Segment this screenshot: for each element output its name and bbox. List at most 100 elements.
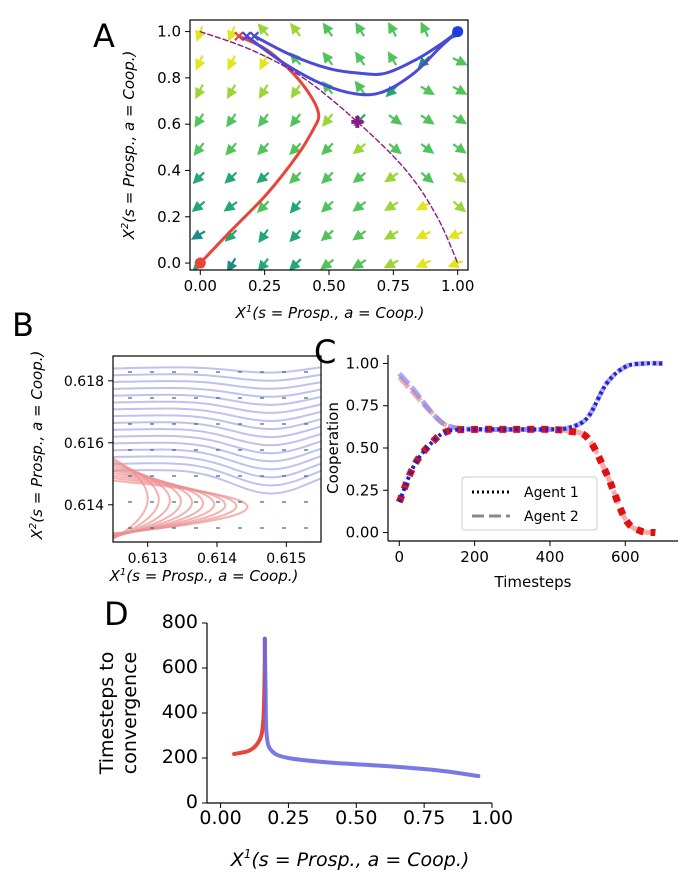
vector-arrow [452, 171, 467, 183]
vector-arrow [191, 200, 206, 213]
vector-arrow [257, 23, 270, 37]
panel-c: 0 200 400 600 0.00 0.25 0.50 0.75 1.00 Timestep… [324, 354, 678, 591]
vector-arrow [290, 22, 302, 37]
trajectory-red-trajectory [198, 34, 321, 265]
y-tick-label: 200 [162, 746, 198, 768]
vector-arrow [195, 84, 206, 100]
vector-arrow [322, 22, 334, 37]
panel-d-y-label-line2: convergence [119, 652, 141, 774]
x-tick-label: 0.00 [199, 807, 241, 829]
vector-arrow [321, 142, 334, 156]
blue-trajectory [113, 421, 321, 439]
panel-a-fixed-points [194, 26, 464, 269]
vector-arrow [227, 55, 238, 71]
panel-label-a: A [93, 17, 115, 55]
panel-label-b: B [12, 306, 34, 344]
vector-arrow [420, 113, 435, 125]
vector-arrow [224, 171, 238, 184]
x-tick-label: 0.50 [312, 277, 345, 295]
x-tick-label: 200 [460, 548, 489, 566]
x-tick-label: 0.75 [403, 807, 445, 829]
y-tick-label: 0.00 [346, 524, 379, 542]
start-marker [234, 31, 244, 41]
x-tick-label: 400 [536, 548, 565, 566]
vector-arrow [420, 171, 434, 184]
y-tick-label: 0.6 [157, 115, 181, 133]
panel-d-x-label: X1(s = Prosp., a = Coop.) [230, 847, 470, 871]
y-tick-label: 0.25 [346, 481, 379, 499]
x-tick-label: 0.75 [377, 277, 410, 295]
panel-label-d: D [104, 595, 129, 633]
panel-c-legend: Agent 1 Agent 2 [461, 476, 598, 531]
x-tick-label: 0.25 [248, 277, 281, 295]
vector-arrow [415, 258, 432, 269]
y-tick-label: 0 [186, 791, 198, 813]
blue-trajectory [113, 393, 321, 406]
vector-arrow [289, 200, 302, 214]
vector-arrow [225, 142, 237, 156]
vector-arrow [256, 171, 270, 184]
vector-arrow [320, 200, 334, 213]
blue-trajectory [113, 386, 321, 398]
vector-arrow [258, 84, 270, 99]
x-tick-label: 0.00 [184, 277, 217, 295]
blue-trajectory [113, 414, 321, 431]
vector-arrow [383, 258, 399, 269]
blue-trajectory [113, 469, 321, 495]
blue-trajectory [113, 366, 321, 374]
vector-arrow [226, 257, 238, 270]
vector-arrow [354, 80, 366, 95]
x-tick-label: 0 [395, 548, 405, 566]
panel-d-y-ticks: 0 200 400 600 800 [162, 611, 207, 813]
x-tick-label: 0.614 [197, 551, 237, 567]
vector-arrow [387, 51, 399, 66]
panel-a-x-label: X1(s = Prosp., a = Coop.) [235, 304, 425, 322]
vector-arrow [384, 200, 399, 212]
x-tick-label: 0.25 [267, 807, 309, 829]
y-tick-label: 1.00 [346, 354, 379, 372]
vector-arrow [290, 84, 302, 99]
panel-c-series [396, 360, 663, 536]
blue-trajectory [113, 428, 321, 447]
vector-arrow [322, 113, 334, 127]
vector-arrow [259, 55, 270, 71]
fixed-point-defect-defect [194, 257, 206, 269]
trajectory-blue-trajectory-2 [245, 30, 460, 97]
vector-arrow [320, 229, 334, 242]
vector-arrow [352, 142, 367, 155]
vector-arrow [257, 258, 269, 270]
vector-arrow [415, 229, 431, 240]
blue-trajectory [113, 434, 321, 455]
vector-arrow [447, 229, 464, 240]
vector-arrow [226, 113, 237, 128]
blue-trajectory [113, 400, 321, 414]
x-tick-label: 0.613 [128, 551, 168, 567]
start-x-b [241, 31, 252, 41]
y-tick-label: 0.616 [64, 436, 104, 452]
legend-agent2-label: Agent 2 [524, 509, 579, 525]
trajectory-blue-trajectory-1 [252, 30, 460, 76]
fixed-point-coop-coop [452, 26, 464, 38]
panel-d-series [232, 636, 481, 778]
vector-arrow [351, 258, 367, 269]
vector-arrow [257, 113, 270, 128]
panel-b-y-label: X2(s = Prosp., a = Coop.) [28, 351, 46, 541]
vector-arrow [388, 21, 399, 37]
vector-arrow [256, 200, 270, 214]
panel-b: 0.613 0.614 0.615 0.614 0.616 0.618 X1(s = P… [28, 351, 322, 585]
x-tick-label: 1.00 [441, 277, 474, 295]
saddle-point [351, 115, 364, 128]
y-tick-label: 0.0 [157, 254, 181, 272]
vector-arrow [355, 51, 366, 66]
start-x-b [234, 31, 244, 41]
vector-arrow [452, 113, 468, 125]
vector-arrow [447, 257, 464, 269]
vector-arrow [420, 84, 435, 96]
y-tick-label: 0.8 [157, 69, 181, 87]
vector-arrow [320, 258, 335, 270]
series-blue [262, 636, 481, 778]
vector-arrow [223, 200, 238, 212]
series-red [232, 636, 267, 756]
series-red-run-agent-1 [396, 425, 656, 536]
vector-arrow [257, 142, 270, 156]
